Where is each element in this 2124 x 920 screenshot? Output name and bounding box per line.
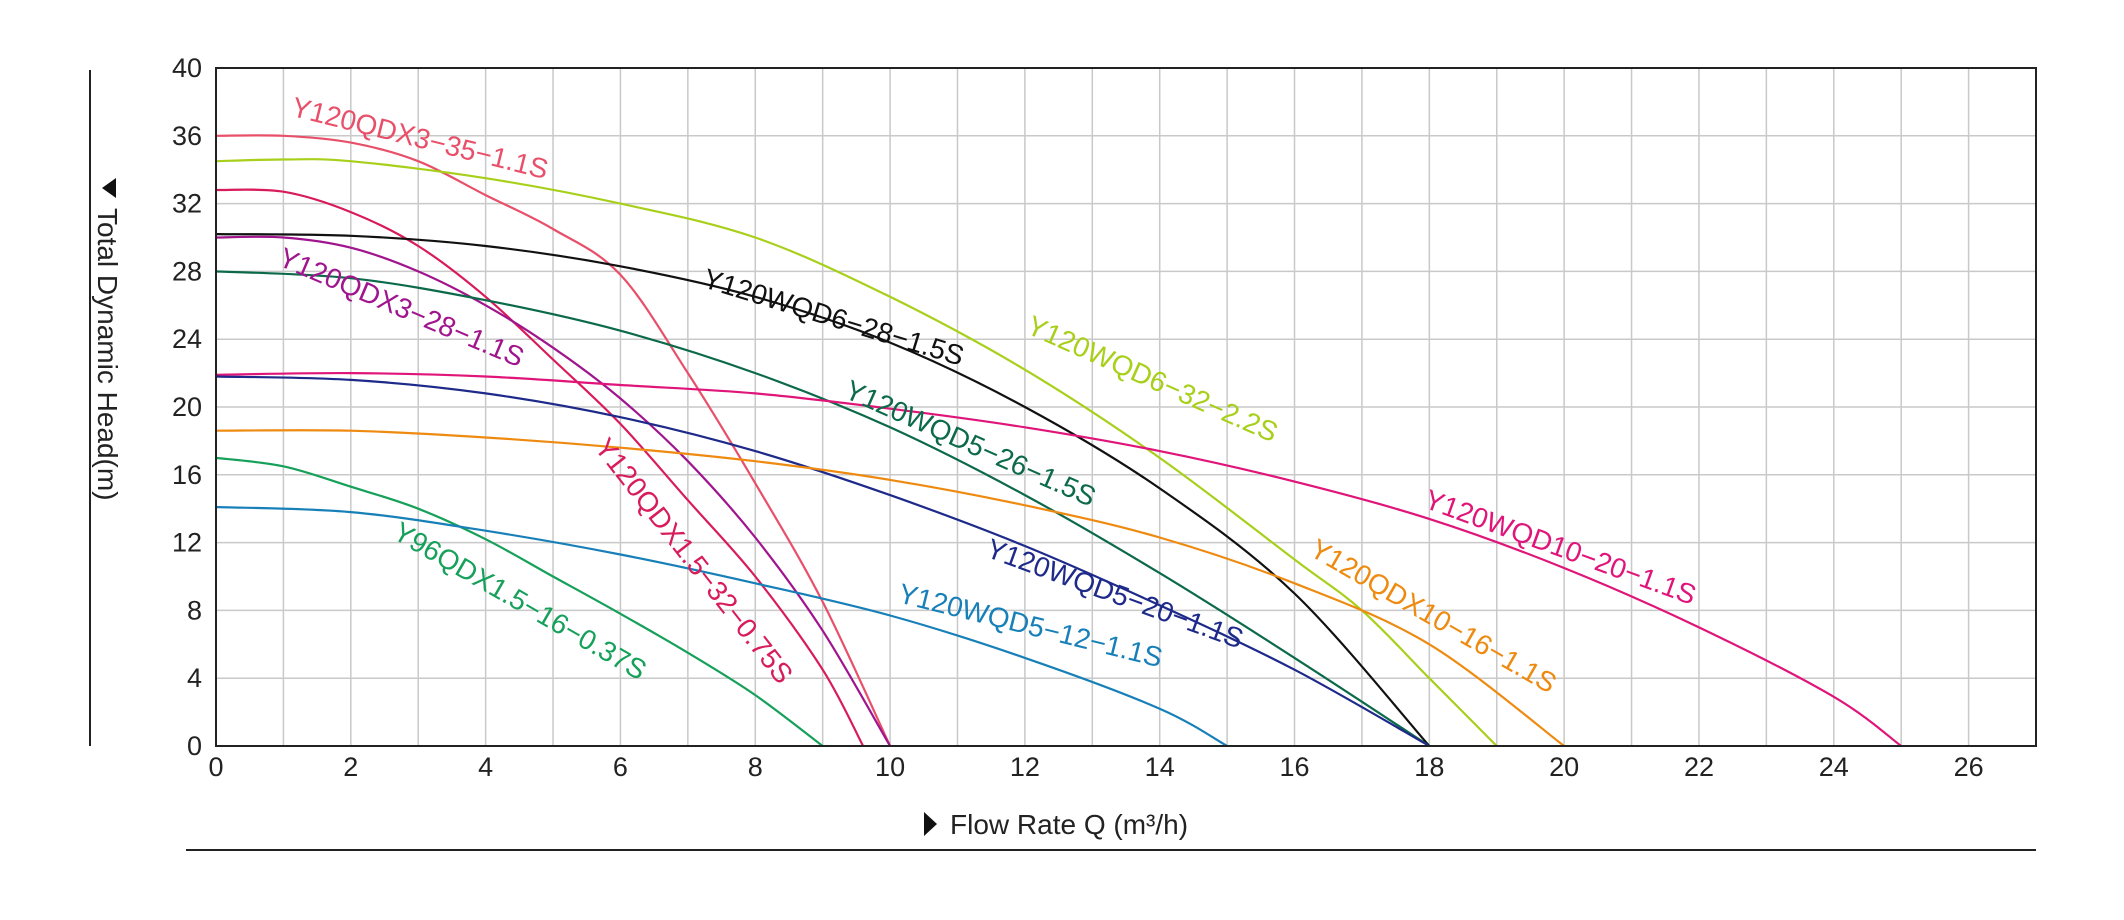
y-tick-label: 12 bbox=[172, 528, 202, 558]
x-tick-label: 20 bbox=[1549, 752, 1579, 782]
series-line-y120qdx10-16-1-1s bbox=[215, 429, 1565, 747]
curve-label: Y120WQD10−20−1.1S bbox=[1421, 484, 1701, 611]
series-line-y120wqd6-32-2-2s bbox=[215, 158, 1498, 747]
x-tick-label: 4 bbox=[478, 752, 493, 782]
y-tick-label: 24 bbox=[172, 324, 202, 354]
y-tick-label: 0 bbox=[187, 731, 202, 761]
y-axis-title: Total Dynamic Head(m) bbox=[92, 178, 123, 501]
x-tick-label: 2 bbox=[343, 752, 358, 782]
x-tick-label: 12 bbox=[1010, 752, 1040, 782]
left-triangle-icon bbox=[102, 178, 116, 198]
y-tick-label: 8 bbox=[187, 595, 202, 625]
x-tick-label: 16 bbox=[1279, 752, 1309, 782]
x-tick-label: 6 bbox=[613, 752, 628, 782]
x-tick-label: 26 bbox=[1954, 752, 1984, 782]
curve-label: Y120QDX3−35−1.1S bbox=[289, 91, 552, 185]
y-tick-label: 20 bbox=[172, 392, 202, 422]
series-line-y120wqd5-12-1-1s bbox=[215, 505, 1228, 747]
x-tick-label: 8 bbox=[748, 752, 763, 782]
plot-frame bbox=[215, 67, 2037, 747]
series-line-y120qdx3-35-1-1s bbox=[215, 134, 892, 747]
y-tick-label: 4 bbox=[187, 663, 202, 693]
grid bbox=[216, 68, 2036, 746]
curve-label: Y120QDX10−16−1.1S bbox=[1305, 533, 1562, 699]
x-tick-label: 10 bbox=[875, 752, 905, 782]
x-axis-label: Flow Rate Q (m³/h) bbox=[950, 809, 1188, 840]
x-tick-labels: 0 2 4 6 8 10 12 14 16 18 20 22 24 26 bbox=[208, 752, 1983, 782]
y-tick-label: 28 bbox=[172, 256, 202, 286]
x-tick-label: 24 bbox=[1819, 752, 1849, 782]
x-tick-label: 14 bbox=[1145, 752, 1175, 782]
x-tick-label: 0 bbox=[208, 752, 223, 782]
series-line-y120wqd6-28-1-5s bbox=[215, 233, 1431, 747]
curves bbox=[215, 134, 1902, 747]
curve-label: Y96QDX1.5−16−0.37S bbox=[388, 516, 652, 686]
curve-label: Y120WQD6−28−1.5S bbox=[700, 263, 968, 372]
right-triangle-icon bbox=[924, 812, 937, 836]
y-tick-label: 36 bbox=[172, 121, 202, 151]
series-line-y120wqd10-20-1-1s bbox=[215, 371, 1902, 747]
x-tick-label: 22 bbox=[1684, 752, 1714, 782]
series-line-y96qdx1-5-16-0-37s bbox=[215, 456, 824, 747]
y-tick-label: 40 bbox=[172, 53, 202, 83]
series-line-y120wqd5-20-1-1s bbox=[215, 375, 1430, 747]
x-axis-title: Flow Rate Q (m³/h) bbox=[924, 809, 1188, 840]
series-line-y120qdx3-28-1-1s bbox=[215, 235, 892, 747]
y-tick-label: 32 bbox=[172, 189, 202, 219]
y-axis-label: Total Dynamic Head(m) bbox=[92, 208, 123, 501]
curve-labels: Y120QDX3−35−1.1SY120WQD6−32−2.2SY120WQD6… bbox=[274, 91, 1700, 699]
series-line-y120qdx1-5-32-0-75s bbox=[215, 188, 865, 747]
x-tick-label: 18 bbox=[1414, 752, 1444, 782]
series-line-y120wqd5-26-1-5s bbox=[215, 270, 1430, 747]
y-tick-labels: 0 4 8 12 16 20 24 28 32 36 40 bbox=[172, 53, 202, 761]
y-tick-label: 16 bbox=[172, 460, 202, 490]
